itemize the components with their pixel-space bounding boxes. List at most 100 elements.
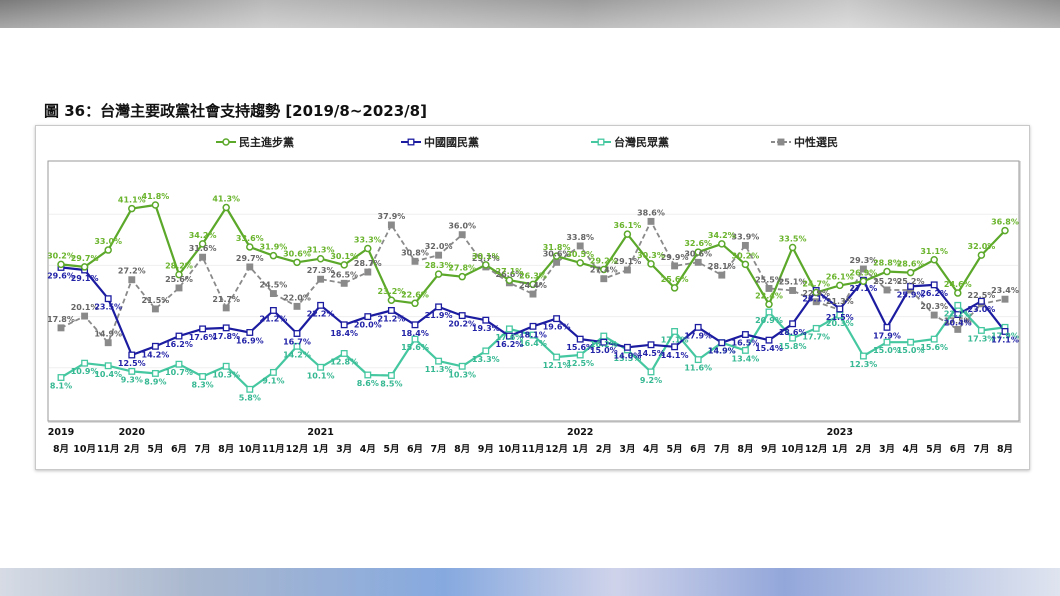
legend-marker [407,138,415,146]
dpp-data-label: 27.8% [448,264,476,273]
dpp-data-point [600,265,608,274]
kmt-data-point [836,305,844,313]
neutral-series-line [60,220,1006,344]
x-tick-label: 6月 [690,444,706,455]
tpp-data-point [104,362,112,370]
neutral-data-label: 21.3% [826,297,854,306]
dpp-data-label: 33.0% [94,237,122,246]
dpp-data-label: 30.2% [732,251,760,260]
x-tick-label: 6月 [950,444,966,455]
dpp-data-point [458,272,466,281]
kmt-data-label: 17.9% [684,331,712,340]
dpp-data-label: 31.1% [920,247,948,256]
dpp-data-point [80,263,89,271]
neutral-data-point [269,290,277,298]
dpp-data-label: 33.6% [236,234,264,243]
tpp-data-label: 8.1% [50,382,72,391]
neutral-data-label: 29.1% [614,257,642,266]
dpp-data-point [505,276,514,284]
neutral-data-point [623,266,631,274]
x-tick-label: 12月 [286,444,309,455]
dpp-data-point [198,240,207,248]
tpp-data-label: 10.3% [448,370,476,379]
dpp-data-point [788,243,797,252]
tpp-data-label: 12.8% [330,357,358,366]
kmt-data-label: 20.4% [944,319,972,328]
dpp-data-label: 30.1% [330,252,358,261]
kmt-data-label: 15.6% [566,343,594,352]
kmt-data-label: 14.1% [661,351,689,360]
x-tick-label: 3月 [879,444,895,455]
tpp-data-label: 13.3% [472,355,500,364]
neutral-data-label: 30.6% [543,249,571,258]
kmt-data-label: 16.2% [165,340,193,349]
x-tick-label: 10月 [781,444,804,455]
x-tick-label: 4月 [643,444,659,455]
kmt-data-label: 23.5% [94,303,122,312]
neutral-data-point [246,263,254,271]
neutral-data-label: 38.6% [637,208,665,217]
neutral-data-point [930,311,938,319]
dpp-data-label: 31.3% [307,246,335,255]
kmt-data-label: 17.6% [189,333,217,342]
tpp-data-label: 15.6% [920,343,948,352]
x-tick-label: 9月 [478,444,494,455]
dpp-data-label: 34.2% [708,231,736,240]
legend-label-kmt: 中國國民黨 [424,136,479,149]
tpp-data-label: 17.7% [802,332,830,341]
kmt-data-point [883,323,891,331]
x-tick-label: 6月 [407,444,423,455]
tpp-data-label: 11.3% [425,365,453,374]
kmt-data-point [954,311,962,319]
neutral-data-point [694,258,702,266]
tpp-data-label: 13.5% [614,354,642,363]
x-tick-label: 3月 [336,444,352,455]
neutral-data-label: 24.5% [260,281,288,290]
neutral-data-point [387,221,395,229]
kmt-data-point [694,323,702,331]
dpp-data-point [387,296,396,304]
neutral-data-label: 26.6% [496,270,524,279]
neutral-data-label: 25.1% [779,277,807,286]
kmt-data-point [576,335,584,343]
kmt-data-label: 14.5% [637,349,665,358]
neutral-data-point [553,258,561,266]
dpp-data-point [836,281,844,290]
neutral-data-point [954,325,962,333]
dpp-data-point [859,277,868,286]
neutral-data-label: 28.1% [708,262,736,271]
tpp-data-label: 12.5% [566,359,594,368]
kmt-data-point [340,321,348,329]
dpp-data-point [812,288,820,297]
chart-panel: 17.8% 20.1% 14.9% 27.2% 21.5% 25.6% 31.6% 21.7%… [35,125,1030,470]
x-year-label: 2022 [567,427,593,438]
dpp-data-label: 29.2% [590,256,618,265]
neutral-data-point [57,324,65,332]
tpp-data-label: 10.1% [307,371,335,380]
neutral-data-label: 22.0% [283,293,311,302]
x-tick-label: 11月 [97,444,120,455]
neutral-data-label: 33.9% [732,232,760,241]
neutral-data-point [222,304,230,312]
neutral-data-label: 27.2% [118,267,146,276]
kmt-data-label: 12.5% [118,359,146,368]
dpp-data-point [293,258,301,267]
legend-marker [222,138,230,146]
dpp-data-label: 22.6% [401,290,429,299]
bottom-blur-band [0,568,1060,596]
tpp-data-label: 10.9% [71,367,99,376]
kmt-data-point [553,315,561,323]
neutral-data-label: 21.5% [142,296,170,305]
kmt-data-label: 20.0% [354,321,382,330]
dpp-data-point [340,261,348,269]
dpp-data-label: 41.1% [118,196,146,205]
neutral-data-point [293,302,301,310]
tpp-data-point [553,353,561,361]
tpp-data-point [930,335,938,343]
kmt-data-label: 21.2% [378,314,406,323]
x-tick-label: 9月 [761,444,777,455]
neutral-data-point [741,241,749,249]
tpp-data-label: 10.7% [165,368,193,377]
x-tick-label: 11月 [262,444,285,455]
neutral-data-point [1001,295,1009,303]
